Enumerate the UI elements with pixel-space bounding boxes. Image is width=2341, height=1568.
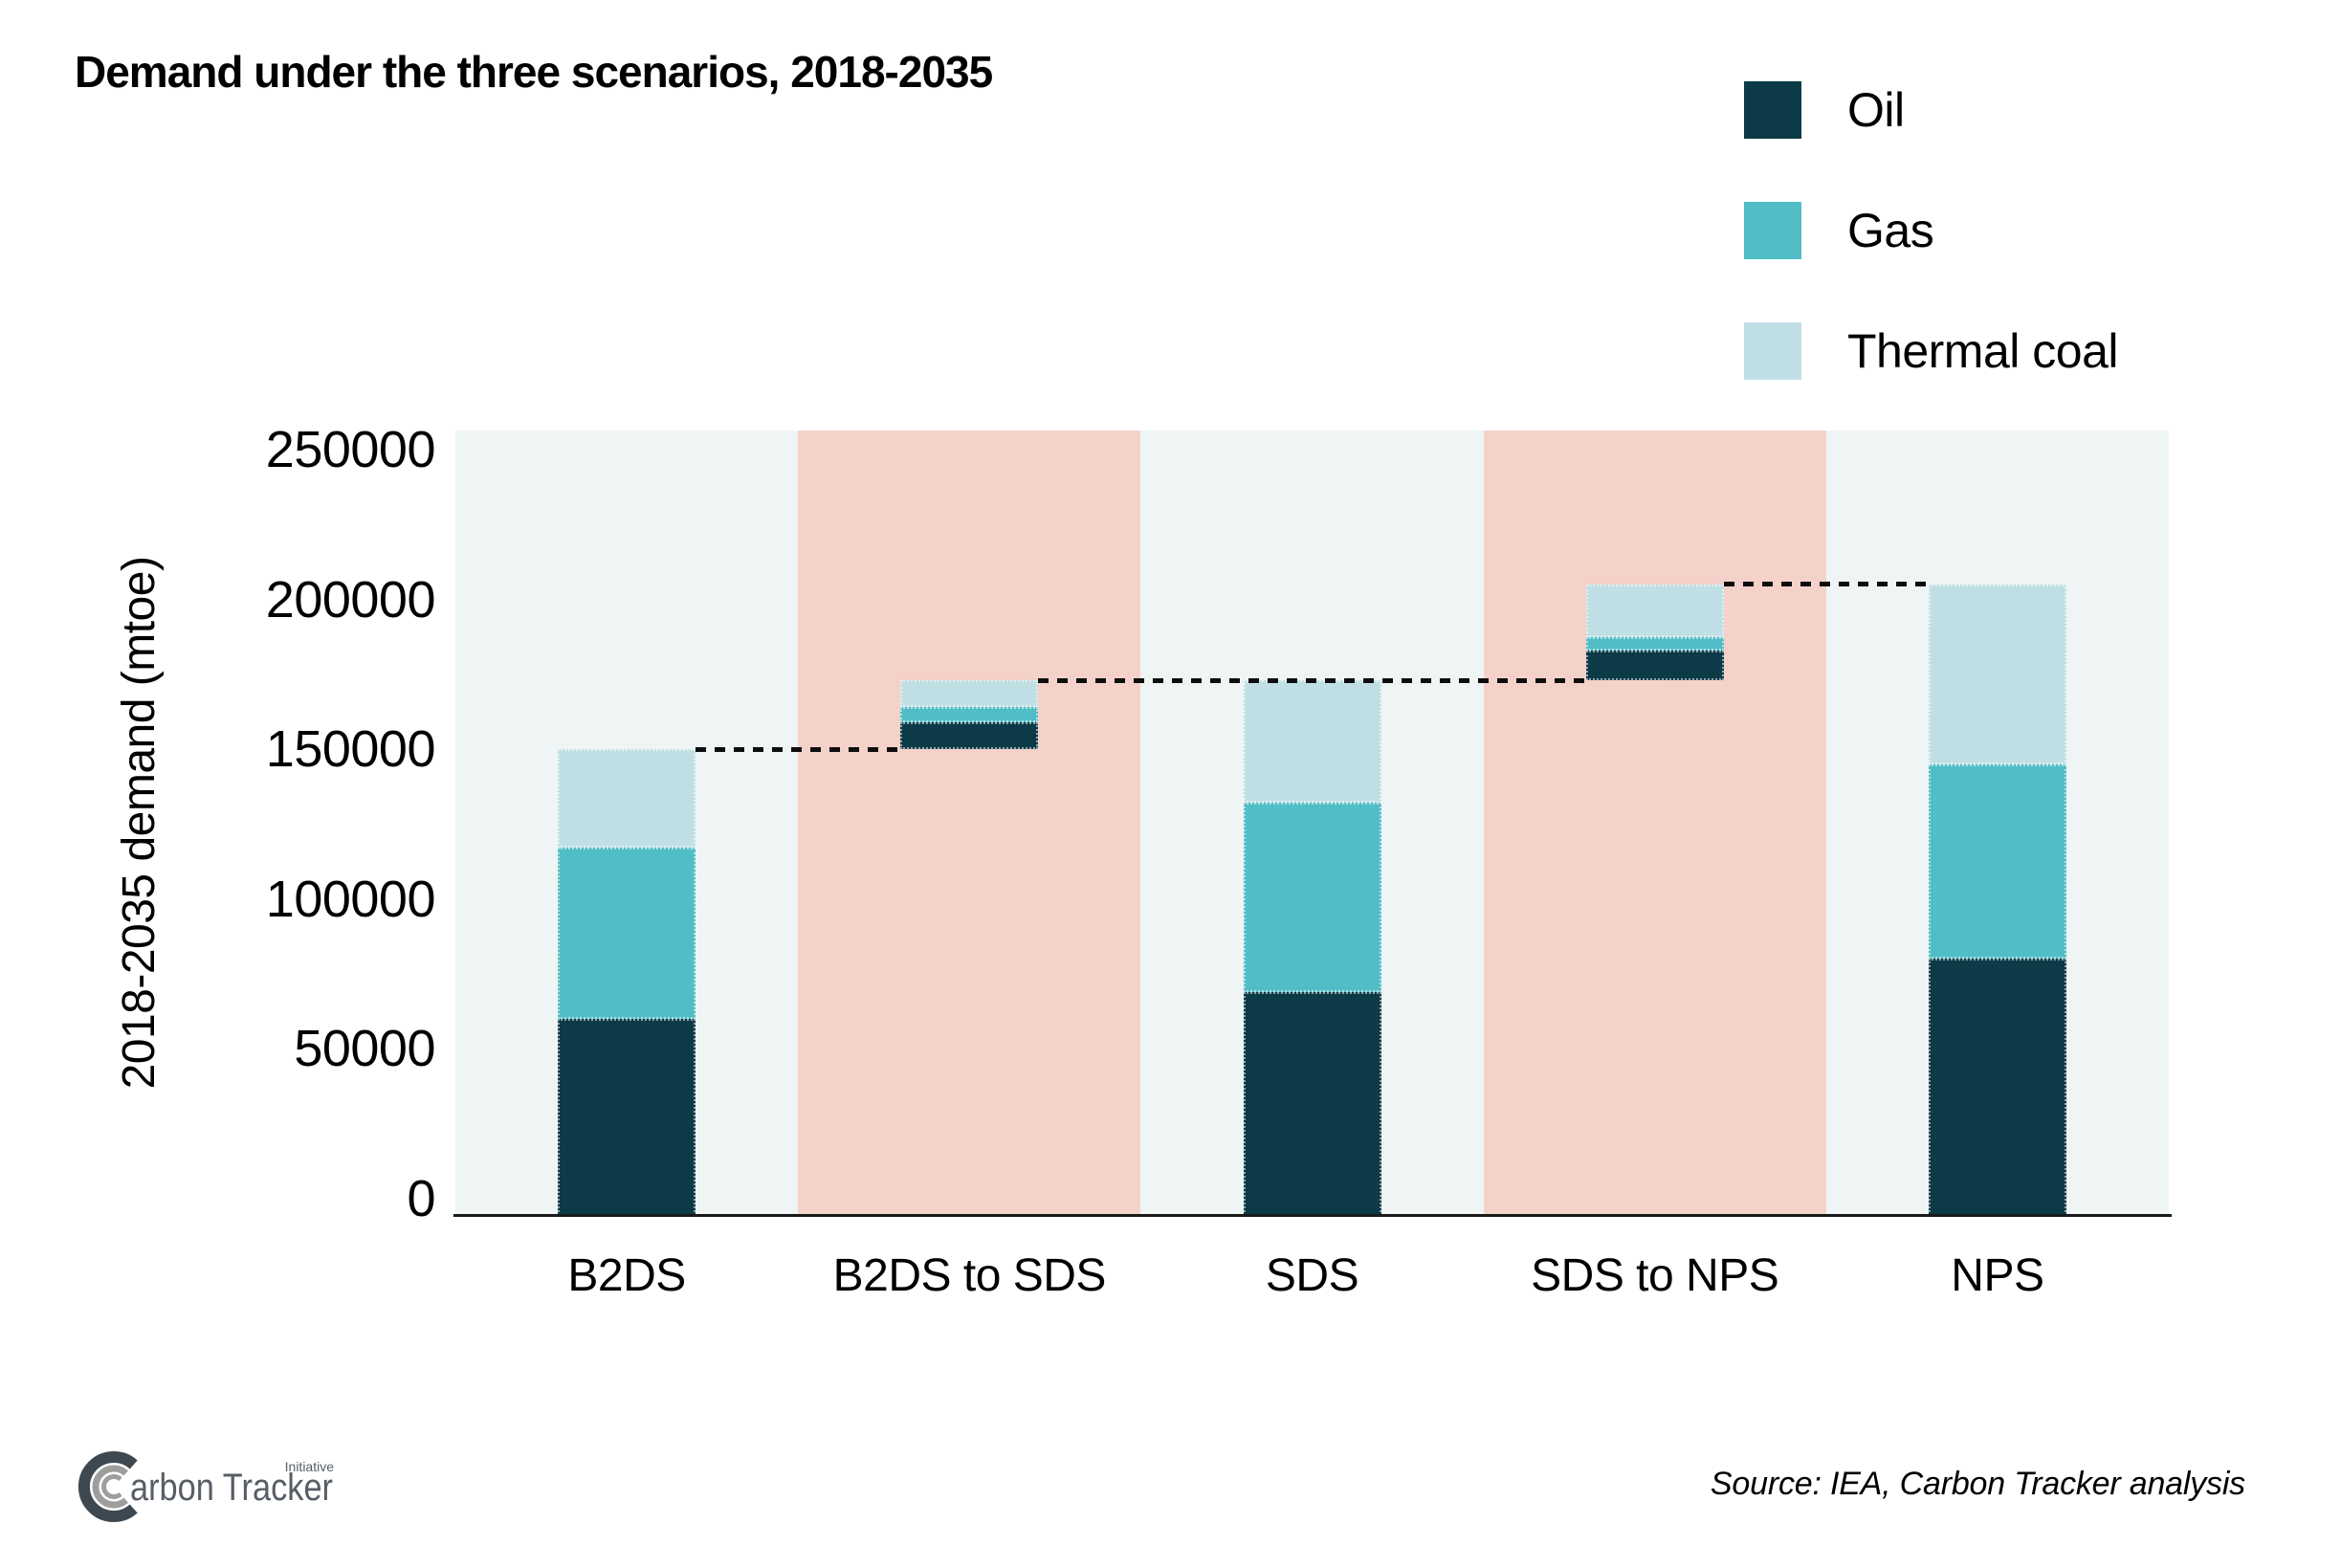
y-tick-label: 100000 [265, 870, 436, 928]
logo-inner-c-arc [100, 1474, 122, 1499]
legend-label: Thermal coal [1847, 324, 2119, 378]
logo-wordmark: arbon Tracker [130, 1467, 333, 1509]
bar-segment-oil-sds-to-nps [1585, 650, 1724, 681]
y-tick-label: 150000 [265, 720, 436, 779]
bar-segment-gas-nps [1928, 763, 2066, 960]
bar-segment-thermal-coal-b2ds-to-sds [900, 680, 1039, 708]
legend: Oil Gas Thermal coal [1744, 81, 2119, 380]
bar-segment-gas-sds [1243, 803, 1381, 992]
y-tick-label: 0 [407, 1169, 435, 1227]
x-axis-line [453, 1214, 2172, 1217]
logo-initiative-label: Initiative [285, 1459, 335, 1474]
x-axis-label-sds-to-nps: SDS to NPS [1531, 1250, 1779, 1301]
chart-title: Demand under the three scenarios, 2018-2… [75, 47, 993, 97]
legend-swatch-gas [1744, 202, 1801, 259]
plot-area [455, 431, 2169, 1216]
y-tick-label: 200000 [265, 570, 436, 629]
source-note: Source: IEA, Carbon Tracker analysis [1710, 1466, 2245, 1502]
legend-label: Oil [1847, 83, 1905, 137]
connector-line-173000 [1038, 677, 1586, 683]
x-axis-label-b2ds-to-sds: B2DS to SDS [832, 1250, 1107, 1301]
logo-outer-c-arc [78, 1451, 138, 1522]
y-tick-label: 50000 [294, 1020, 435, 1078]
y-tick-label: 250000 [265, 421, 436, 479]
bar-segment-thermal-coal-sds-to-nps [1585, 584, 1724, 637]
scenario-band-sds-to-nps [1483, 431, 1826, 1216]
legend-label: Gas [1847, 204, 1934, 257]
x-axis-label-b2ds: B2DS [567, 1250, 686, 1301]
bar-segment-thermal-coal-b2ds [558, 749, 696, 849]
bar-segment-gas-b2ds [558, 848, 696, 1019]
x-axis-label-sds: SDS [1265, 1250, 1359, 1301]
connector-line-205000 [1723, 582, 1929, 587]
bar-segment-oil-sds [1243, 991, 1381, 1216]
legend-swatch-thermal-coal [1744, 322, 1801, 380]
bar-segment-oil-b2ds [558, 1018, 696, 1216]
legend-item-gas: Gas [1744, 202, 2118, 259]
carbon-tracker-logo: arbon Tracker Initiative [69, 1424, 356, 1543]
bar-segment-gas-sds-to-nps [1585, 636, 1724, 651]
legend-swatch-oil [1744, 81, 1801, 139]
bar-segment-thermal-coal-sds [1243, 680, 1381, 804]
logo-middle-c-arc [92, 1465, 129, 1509]
y-axis-title: 2018-2035 demand (mtoe) [114, 556, 165, 1090]
bar-segment-oil-b2ds-to-sds [900, 721, 1039, 750]
bar-segment-thermal-coal-nps [1928, 584, 2066, 764]
connector-line-150000 [696, 746, 901, 752]
scenario-band-b2ds-to-sds [798, 431, 1141, 1216]
legend-item-oil: Oil [1744, 81, 2118, 139]
bar-segment-gas-b2ds-to-sds [900, 707, 1039, 722]
legend-item-thermal-coal: Thermal coal [1744, 322, 2119, 380]
logo-graphic: arbon Tracker Initiative [78, 1451, 335, 1522]
bar-segment-oil-nps [1928, 959, 2066, 1216]
x-axis-label-nps: NPS [1951, 1250, 2044, 1301]
